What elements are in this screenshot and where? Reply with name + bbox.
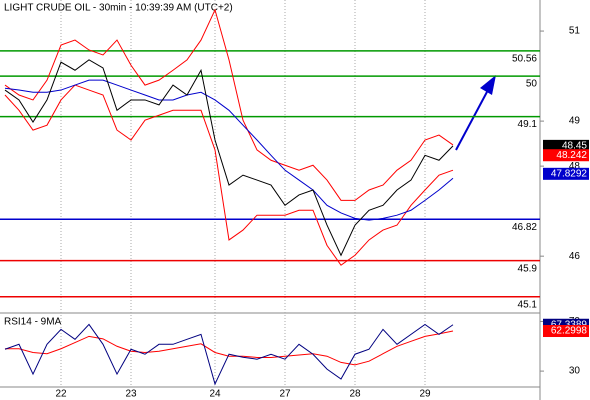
level-label: 50.56 bbox=[512, 54, 537, 65]
y-tick-label: 51 bbox=[569, 26, 581, 37]
price-tag bbox=[543, 167, 589, 180]
price-tag bbox=[543, 325, 589, 338]
series-line bbox=[4, 59, 454, 257]
x-tick-label: 23 bbox=[125, 389, 137, 400]
series-line bbox=[5, 330, 454, 366]
price-tag-label: 48.242 bbox=[556, 150, 587, 161]
price-tag-label: 48.45 bbox=[562, 141, 587, 152]
y-tick-label: 49 bbox=[569, 116, 581, 127]
chart-title: LIGHT CRUDE OIL - 30min - 10:39:39 AM (U… bbox=[4, 3, 233, 14]
price-tag bbox=[543, 139, 589, 152]
level-label: 46.82 bbox=[512, 222, 537, 233]
y-tick-label: 46 bbox=[569, 251, 581, 262]
series-line bbox=[4, 84, 454, 266]
x-tick-label: 27 bbox=[279, 389, 291, 400]
y-tick-label: 48 bbox=[569, 161, 581, 172]
price-tag-label: 47.8292 bbox=[551, 168, 588, 179]
x-tick-label: 28 bbox=[349, 389, 361, 400]
trend-arrow bbox=[455, 75, 496, 151]
series-line bbox=[4, 323, 454, 386]
level-label: 45.9 bbox=[518, 263, 538, 274]
rsi-title: RSI14 - 9MA bbox=[4, 317, 62, 328]
level-label: 50 bbox=[526, 79, 538, 90]
level-label: 49.1 bbox=[518, 119, 538, 130]
x-tick-label: 29 bbox=[419, 389, 431, 400]
series-line bbox=[4, 8, 454, 201]
price-tag-label: 62.2998 bbox=[551, 326, 588, 337]
series-line bbox=[4, 79, 454, 221]
x-tick-label: 22 bbox=[55, 389, 67, 400]
x-tick-label: 24 bbox=[209, 389, 221, 400]
y-tick-label: 30 bbox=[569, 366, 581, 377]
level-label: 45.1 bbox=[518, 299, 538, 310]
price-tag bbox=[543, 149, 589, 162]
price-tag-label: 67.3389 bbox=[551, 319, 588, 330]
